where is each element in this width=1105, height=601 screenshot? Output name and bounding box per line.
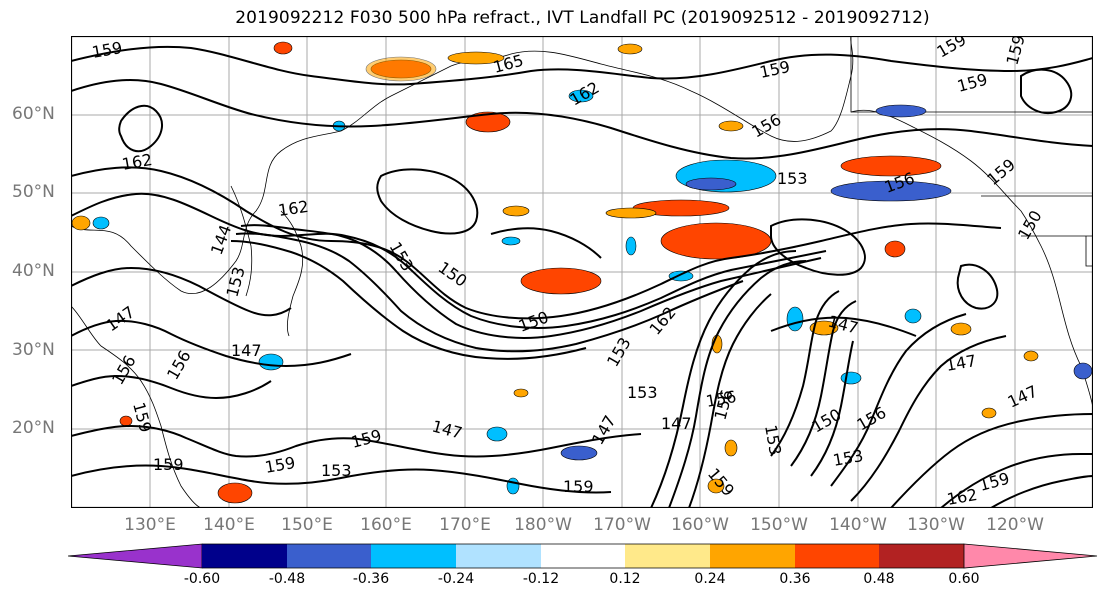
colorbar-bin (287, 544, 371, 568)
colorbar-bin (371, 544, 456, 568)
colorbar-bin (625, 544, 710, 568)
colorbar-extend-low (68, 543, 203, 569)
colorbar-tick: 0.48 (863, 571, 895, 587)
lon-label-150e: 150°E (281, 515, 333, 535)
map-panel: 159 165 162 159 159 159 159 162 162 156 … (71, 36, 1093, 508)
map-title: 2019092212 F030 500 hPa refract., IVT La… (235, 8, 930, 28)
colorbar-extend-high (963, 543, 1098, 569)
colorbar-tick: -0.48 (268, 571, 306, 587)
colorbar-tick: 0.36 (779, 571, 811, 587)
colorbar-bin (879, 544, 964, 568)
colorbar-tick: -0.60 (183, 571, 221, 587)
lat-label-50n: 50°N (12, 182, 55, 202)
lon-label-130w: 130°W (907, 515, 965, 535)
lon-label-140e: 140°E (203, 515, 255, 535)
colorbar-tick: -0.12 (522, 571, 560, 587)
colorbar-tick: -0.36 (352, 571, 390, 587)
colorbar-bin (795, 544, 879, 568)
lat-label-20n: 20°N (12, 418, 55, 438)
lon-label-160w: 160°W (671, 515, 729, 535)
contour-label: 153 (627, 383, 658, 402)
height-contours (71, 45, 1093, 508)
lat-label-60n: 60°N (12, 104, 55, 124)
colorbar (68, 543, 1098, 569)
colorbar-bin (710, 544, 795, 568)
lon-label-120w: 120°W (986, 515, 1044, 535)
colorbar-bin (456, 544, 541, 568)
coastlines (71, 36, 1093, 508)
lon-label-160e: 160°E (360, 515, 412, 535)
ivt-shading (71, 41, 1093, 504)
contour-label: 147 (231, 341, 262, 360)
contour-label: 162 (277, 197, 310, 220)
colorbar-bin (541, 544, 625, 568)
lon-label-170w: 170°W (593, 515, 651, 535)
lon-label-130e: 130°E (124, 515, 176, 535)
contour-label: 153 (777, 169, 808, 188)
lat-label-40n: 40°N (12, 261, 55, 281)
contour-label: 162 (945, 485, 978, 508)
lat-label-30n: 30°N (12, 340, 55, 360)
lon-label-150w: 150°W (750, 515, 808, 535)
colorbar-tick: 0.24 (694, 571, 726, 587)
contour-label: 147 (661, 414, 692, 433)
lon-label-140w: 140°W (829, 515, 887, 535)
colorbar-tick: 0.60 (948, 571, 980, 587)
contour-label: 153 (321, 461, 352, 480)
contour-label: 159 (153, 455, 184, 474)
lon-label-180w: 180°W (514, 515, 572, 535)
contour-label: 159 (563, 477, 594, 496)
colorbar-bin (202, 544, 287, 568)
colorbar-tick: 0.12 (609, 571, 641, 587)
lon-label-170e: 170°E (439, 515, 491, 535)
colorbar-tick: -0.24 (437, 571, 475, 587)
